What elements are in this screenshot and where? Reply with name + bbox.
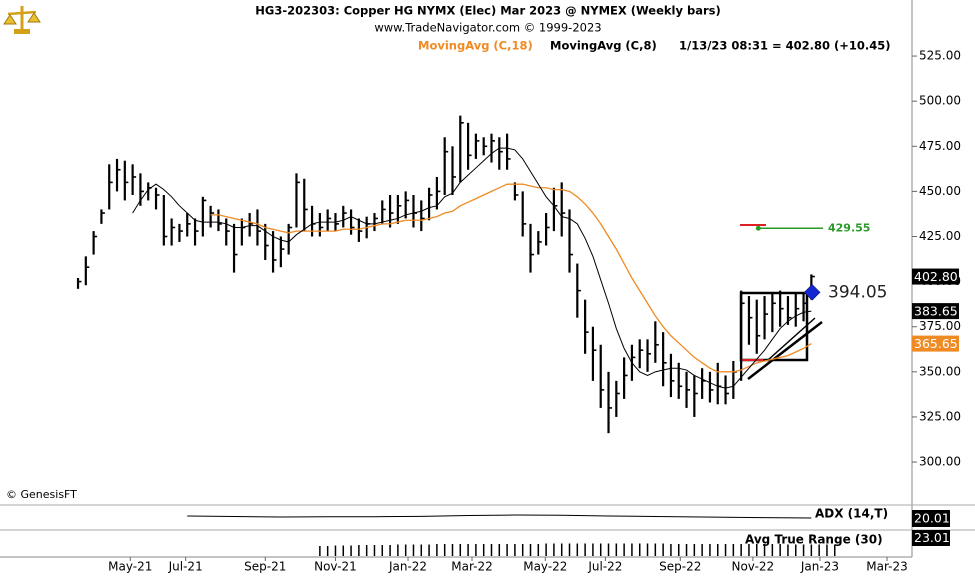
- price-box: [912, 335, 959, 352]
- annotation-dot: [755, 225, 761, 231]
- x-tick-label: Nov-22: [731, 560, 774, 574]
- panel-value-box: [912, 530, 950, 546]
- y-tick-label: 500.00: [919, 94, 961, 108]
- adx-line: [187, 514, 812, 519]
- y-tick-label: 325.00: [919, 409, 961, 423]
- price-box-label: 402.80: [914, 269, 958, 284]
- chart-subtitle: www.TradeNavigator.com © 1999-2023: [374, 21, 601, 35]
- panel-value: 23.01: [914, 530, 950, 545]
- annotation-label: 394.05: [828, 282, 887, 302]
- y-tick-label: 375.00: [919, 319, 961, 333]
- legend-entry: MovingAvg (C,8): [550, 39, 657, 53]
- legend-entry: MovingAvg (C,18): [418, 39, 533, 53]
- annotation-label: 429.55: [828, 221, 870, 234]
- panel-value-box: [912, 510, 950, 527]
- x-tick-label: Jan-23: [800, 560, 839, 574]
- watermark: © GenesisFT: [6, 488, 77, 501]
- price-box-label: 383.65: [914, 304, 958, 319]
- quote: 1/13/23 08:31 = 402.80 (+10.45): [679, 39, 891, 53]
- x-tick-label: Nov-21: [314, 560, 357, 574]
- x-tick-label: May-22: [523, 560, 567, 574]
- price-box: [912, 303, 959, 320]
- panel-label: ADX (14,T): [815, 507, 888, 521]
- chart-title: HG3-202303: Copper HG NYMX (Elec) Mar 20…: [255, 4, 721, 18]
- logo: [3, 6, 41, 34]
- y-tick-label: 450.00: [919, 184, 961, 198]
- x-tick-label: May-21: [108, 560, 152, 574]
- moving-average: [210, 183, 812, 373]
- price-box-label: 365.65: [914, 336, 958, 351]
- y-tick-label: 350.00: [919, 364, 961, 378]
- x-tick-label: Mar-23: [866, 560, 907, 574]
- annotation-marker: [803, 283, 821, 301]
- x-tick-label: Sep-21: [244, 560, 286, 574]
- panel-value: 20.01: [914, 511, 950, 526]
- x-tick-label: Mar-22: [451, 560, 492, 574]
- x-tick-label: Jan-22: [388, 560, 427, 574]
- y-tick-label: 425.00: [919, 229, 961, 243]
- x-tick-label: Jul-21: [168, 560, 203, 574]
- y-tick-label: 300.00: [919, 455, 961, 469]
- moving-average: [132, 147, 812, 389]
- y-tick-label: 475.00: [919, 139, 961, 153]
- price-box: [912, 268, 959, 285]
- x-tick-label: Jul-22: [587, 560, 622, 574]
- y-tick-label: 525.00: [919, 49, 961, 63]
- x-tick-label: Sep-22: [659, 560, 701, 574]
- panel-label: Avg True Range (30): [745, 533, 883, 547]
